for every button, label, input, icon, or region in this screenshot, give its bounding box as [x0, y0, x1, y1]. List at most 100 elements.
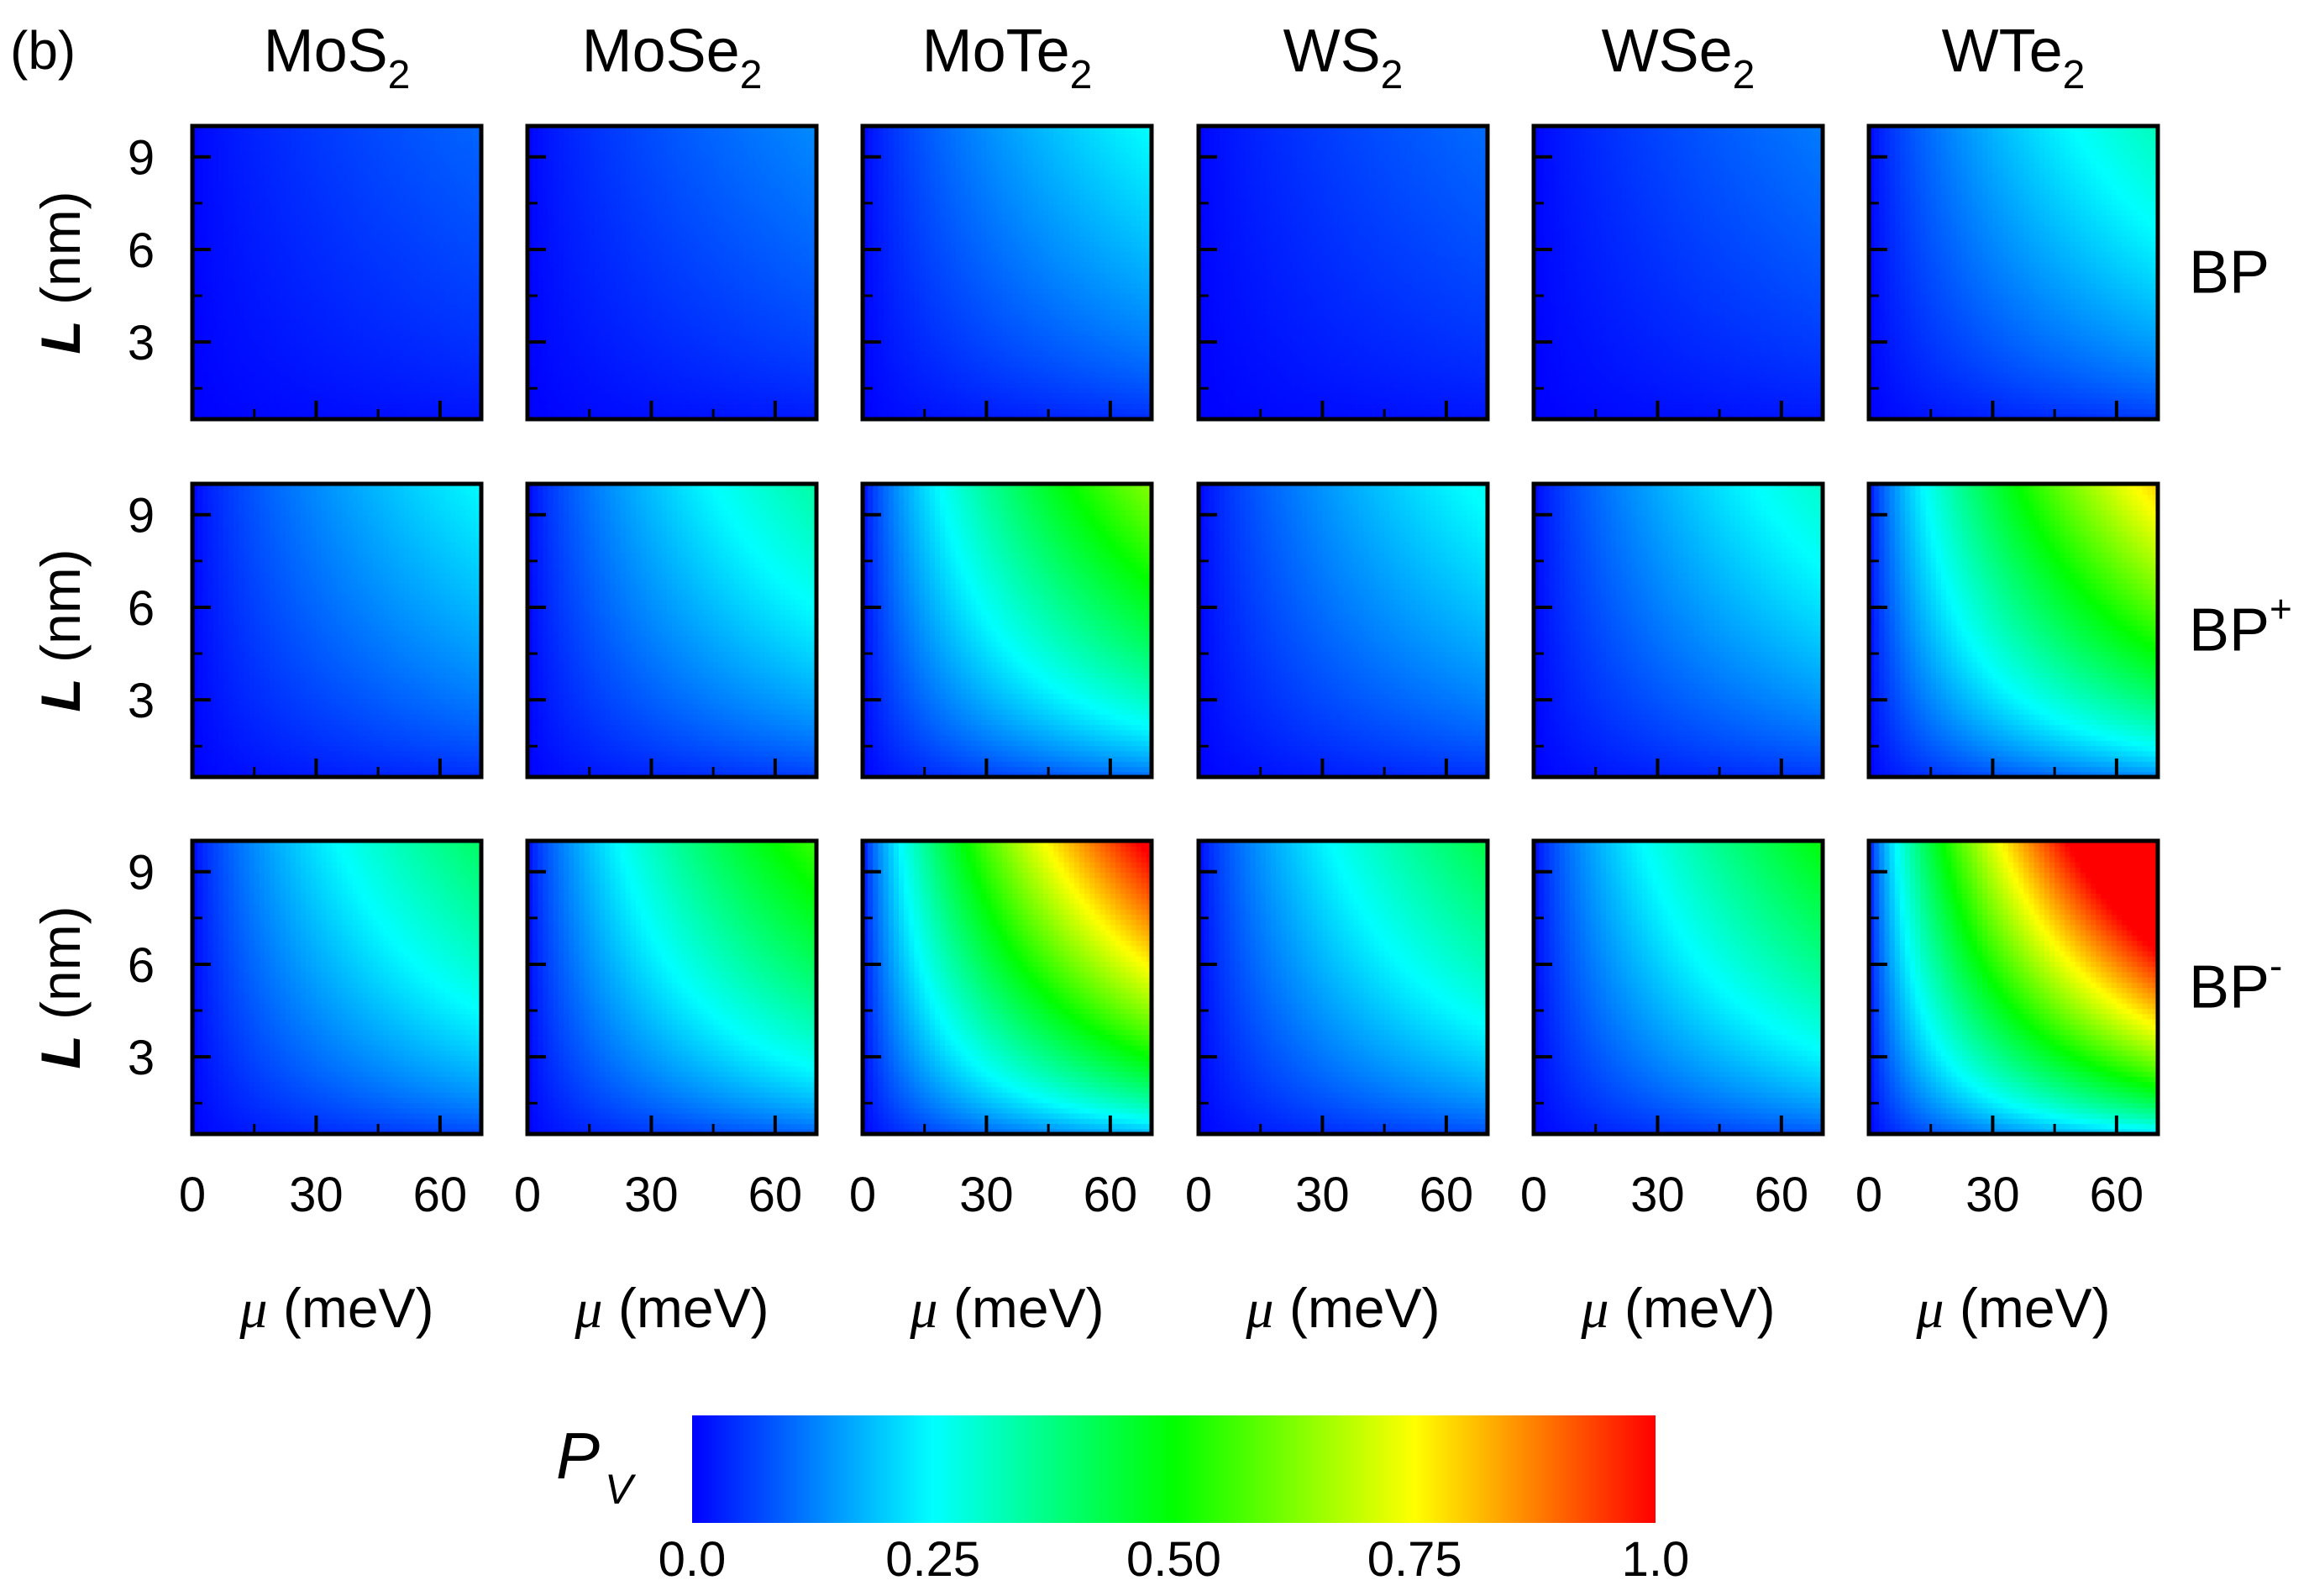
heatmap-cell — [625, 298, 632, 305]
heatmap-cell — [569, 288, 575, 295]
heatmap-cell — [202, 214, 209, 221]
heatmap-cell — [439, 267, 446, 274]
heatmap-cell — [475, 126, 481, 132]
heatmap-cell — [249, 173, 255, 179]
heatmap-cell — [445, 319, 451, 326]
heatmap-cell — [594, 199, 601, 206]
heatmap-cell — [254, 356, 260, 363]
heatmap-cell — [475, 131, 481, 138]
heatmap-cell — [636, 408, 642, 415]
heatmap-cell — [383, 251, 390, 258]
heatmap-cell — [414, 178, 420, 185]
heatmap-cell — [470, 272, 477, 279]
heatmap-cell — [295, 387, 302, 394]
heatmap-cell — [244, 298, 250, 305]
heatmap-cell — [197, 413, 203, 419]
heatmap-cell — [600, 235, 606, 242]
heatmap-cell — [331, 136, 338, 143]
heatmap-cell — [666, 199, 673, 206]
heatmap-cell — [259, 324, 265, 331]
heatmap-cell — [419, 246, 426, 253]
heatmap-cell — [692, 282, 699, 289]
heatmap-cell — [213, 262, 219, 268]
heatmap-cell — [589, 157, 596, 164]
heatmap-cell — [574, 398, 580, 404]
heatmap-cell — [419, 330, 426, 336]
heatmap-cell — [403, 288, 410, 295]
heatmap-cell — [594, 403, 601, 410]
heatmap-cell — [393, 188, 400, 195]
heatmap-cell — [352, 146, 359, 153]
heatmap-cell — [574, 382, 580, 389]
heatmap-cell — [439, 403, 446, 410]
heatmap-cell — [475, 146, 481, 153]
heatmap-cell — [439, 225, 446, 232]
heatmap-cell — [553, 272, 559, 279]
heatmap-cell — [610, 141, 617, 148]
heatmap-cell — [228, 131, 234, 138]
heatmap-cell — [295, 162, 302, 169]
heatmap-cell — [615, 178, 622, 185]
heatmap-cell — [378, 314, 384, 321]
heatmap-cell — [636, 267, 642, 274]
heatmap-cell — [388, 167, 395, 174]
heatmap-cell — [393, 204, 400, 211]
heatmap-cell — [265, 413, 270, 419]
heatmap-cell — [615, 230, 622, 237]
heatmap-cell — [475, 366, 481, 373]
heatmap-cell — [378, 262, 384, 268]
heatmap-cell — [342, 157, 348, 164]
heatmap-cell — [388, 188, 395, 195]
heatmap-cell — [450, 387, 456, 394]
heatmap-cell — [362, 131, 369, 138]
heatmap-cell — [682, 178, 689, 185]
heatmap-cell — [207, 262, 214, 268]
heatmap-cell — [646, 387, 653, 394]
heatmap-cell — [367, 408, 374, 415]
heatmap-cell — [285, 178, 291, 185]
heatmap-cell — [316, 188, 323, 195]
heatmap-cell — [439, 288, 446, 295]
heatmap-cell — [543, 371, 549, 378]
heatmap-cell — [347, 230, 354, 237]
heatmap-cell — [352, 152, 359, 158]
heatmap-cell — [636, 173, 642, 179]
heatmap-cell — [228, 371, 234, 378]
heatmap-cell — [646, 183, 653, 190]
heatmap-cell — [254, 136, 260, 143]
heatmap-cell — [213, 173, 219, 179]
heatmap-cell — [538, 319, 544, 326]
heatmap-cell — [316, 199, 323, 206]
heatmap-cell — [218, 330, 224, 336]
heatmap-cell — [321, 377, 328, 383]
heatmap-cell — [342, 178, 348, 185]
heatmap-cell — [192, 398, 198, 404]
heatmap-cell — [290, 235, 296, 242]
heatmap-cell — [579, 209, 585, 216]
heatmap-cell — [574, 204, 580, 211]
heatmap-cell — [207, 345, 214, 352]
heatmap-cell — [311, 220, 317, 227]
heatmap-cell — [337, 277, 343, 284]
heatmap-cell — [615, 262, 622, 268]
heatmap-cell — [383, 392, 390, 399]
heatmap-cell — [337, 214, 343, 221]
heatmap-cell — [584, 199, 590, 206]
heatmap-cell — [409, 194, 415, 200]
heatmap-cell — [197, 267, 203, 274]
heatmap-cell — [383, 173, 390, 179]
heatmap-cell — [285, 141, 291, 148]
heatmap-cell — [445, 356, 451, 363]
heatmap-cell — [543, 272, 549, 279]
heatmap-cell — [594, 235, 601, 242]
heatmap-cell — [553, 392, 559, 399]
heatmap-cell — [677, 282, 683, 289]
heatmap-cell — [610, 330, 617, 336]
heatmap-cell — [393, 131, 400, 138]
heatmap-cell — [280, 298, 286, 305]
heatmap-cell — [409, 303, 415, 310]
heatmap-cell — [666, 178, 673, 185]
heatmap-cell — [202, 319, 209, 326]
heatmap-cell — [357, 241, 364, 247]
heatmap-cell — [429, 387, 436, 394]
